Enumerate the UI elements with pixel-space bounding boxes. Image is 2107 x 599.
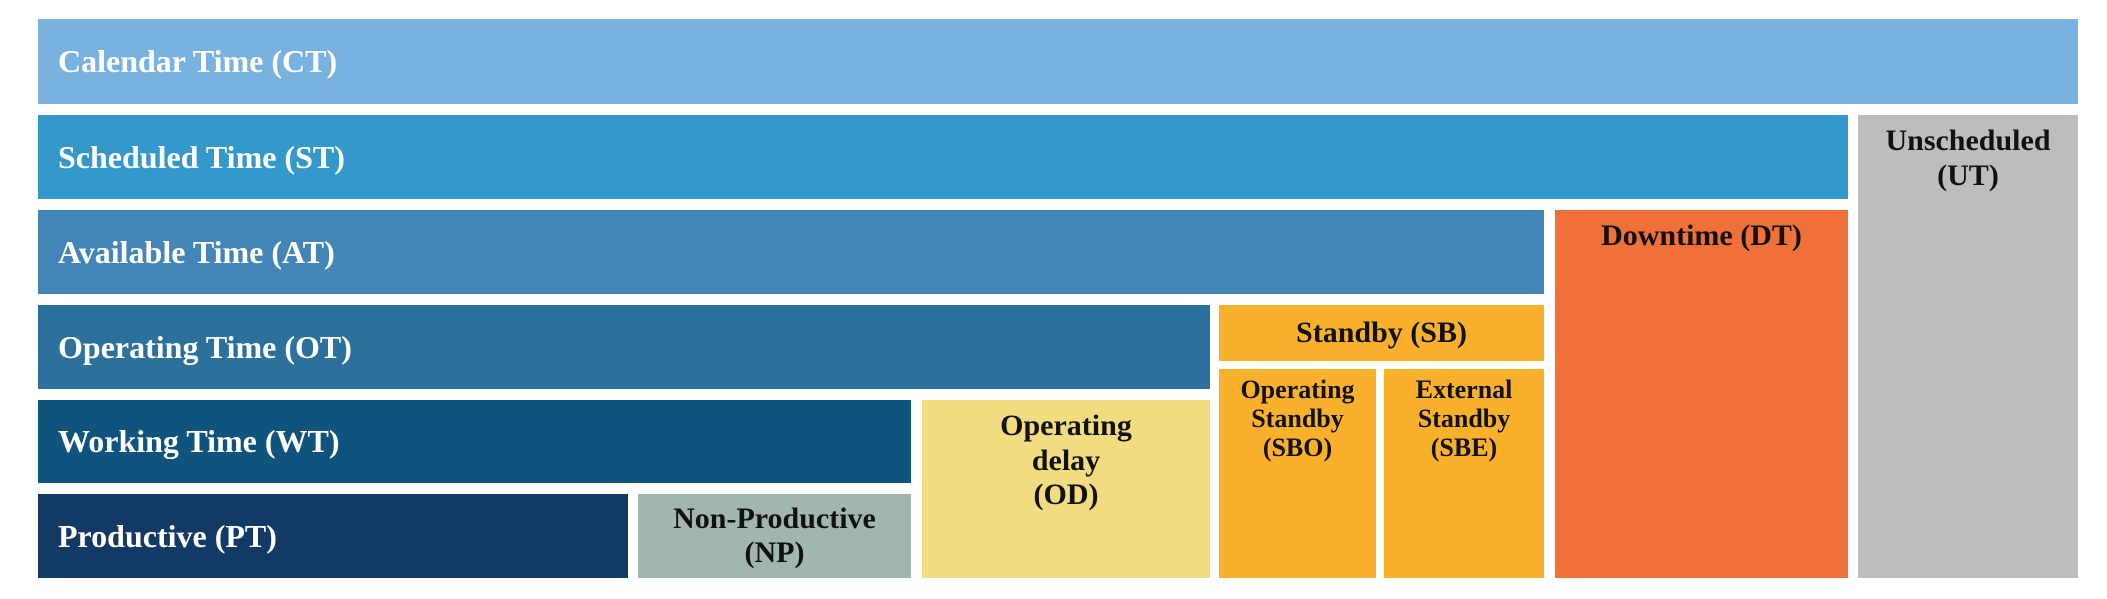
operating-standby-label: Operating Standby (SBO) <box>1240 375 1355 463</box>
available-time-label: Available Time (AT) <box>58 233 335 270</box>
block-downtime: Downtime (DT) <box>1555 210 1848 578</box>
external-standby-label: External Standby (SBE) <box>1415 375 1513 463</box>
standby-label: Standby (SB) <box>1296 316 1467 350</box>
working-time-label: Working Time (WT) <box>58 423 340 459</box>
productive-label: Productive (PT) <box>58 517 277 554</box>
block-working-time: Working Time (WT) <box>38 400 911 483</box>
block-available-time: Available Time (AT) <box>38 210 1544 294</box>
block-calendar-time: Calendar Time (CT) <box>38 19 2078 104</box>
calendar-time-label: Calendar Time (CT) <box>58 43 338 79</box>
non-productive-label: Non-Productive (NP) <box>673 502 876 569</box>
block-productive: Productive (PT) <box>38 494 628 578</box>
block-standby: Standby (SB) <box>1219 305 1544 361</box>
unscheduled-label: Unscheduled (UT) <box>1885 124 2051 192</box>
block-non-productive: Non-Productive (NP) <box>638 494 911 578</box>
block-operating-delay: Operating delay (OD) <box>922 400 1210 578</box>
block-operating-standby: Operating Standby (SBO) <box>1219 369 1376 578</box>
downtime-label: Downtime (DT) <box>1601 219 1802 252</box>
block-external-standby: External Standby (SBE) <box>1384 369 1544 578</box>
operating-delay-label: Operating delay (OD) <box>1000 409 1132 511</box>
block-unscheduled: Unscheduled (UT) <box>1858 115 2078 578</box>
scheduled-time-label: Scheduled Time (ST) <box>58 138 345 175</box>
block-scheduled-time: Scheduled Time (ST) <box>38 115 1848 199</box>
block-operating-time: Operating Time (OT) <box>38 305 1210 389</box>
operating-time-label: Operating Time (OT) <box>58 328 352 365</box>
